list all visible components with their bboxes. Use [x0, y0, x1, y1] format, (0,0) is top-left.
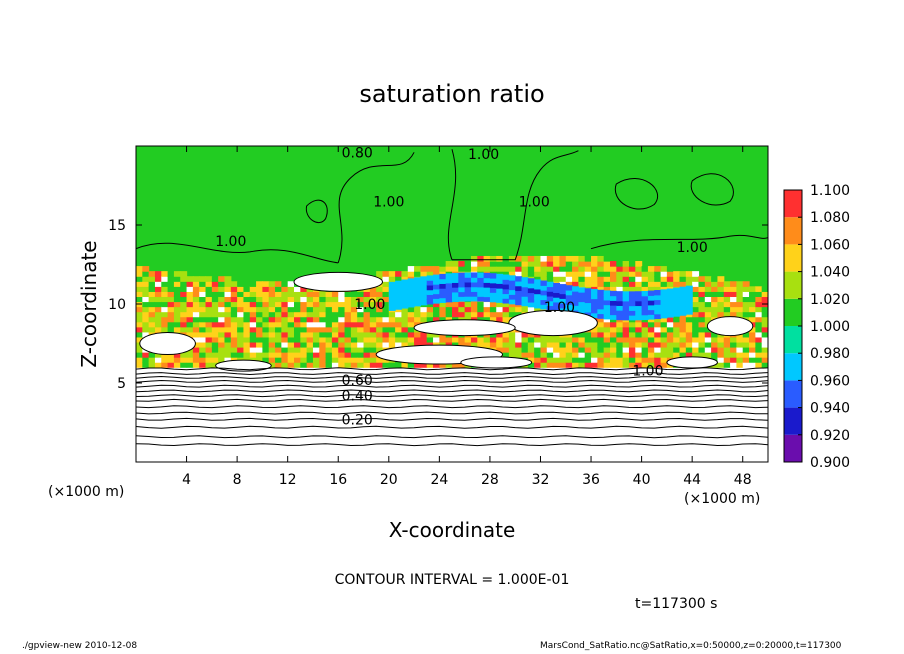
- upper-contours: [136, 149, 768, 264]
- colorbar-label: 1.040: [810, 265, 850, 281]
- colorbar-label: 0.940: [810, 401, 850, 417]
- x-axis-label: X-coordinate: [389, 518, 516, 542]
- contour-label: 0.80: [342, 145, 373, 161]
- colorbar-label: 0.960: [810, 373, 850, 389]
- y-axis-label: Z-coordinate: [77, 240, 101, 367]
- x-tick-label: 20: [380, 472, 398, 488]
- chart-title: saturation ratio: [359, 80, 544, 108]
- x-tick-label: 44: [683, 472, 701, 488]
- footer-left: ./gpview-new 2010-12-08: [22, 641, 138, 651]
- colorbar-label: 1.100: [810, 183, 850, 199]
- colorbar-label: 0.900: [810, 455, 850, 471]
- colorbar-swatch: [784, 244, 802, 272]
- x-tick-label: 16: [329, 472, 347, 488]
- x-tick-label: 36: [582, 472, 600, 488]
- colorbar-swatch: [784, 217, 802, 245]
- contour-label: 0.60: [342, 373, 373, 389]
- x-tick-label: 48: [734, 472, 752, 488]
- contour-label: 0.40: [342, 389, 373, 405]
- colorbar-swatch: [784, 326, 802, 354]
- contour-label: 1.00: [632, 363, 663, 379]
- colorbar-label: 1.080: [810, 210, 850, 226]
- contour-lines: [136, 367, 768, 447]
- lower-layer: [136, 367, 768, 462]
- y-tick-label: 10: [108, 297, 126, 313]
- contour-label: 0.20: [342, 412, 373, 428]
- time-label: t=117300 s: [635, 596, 717, 612]
- colorbar-label: 0.980: [810, 346, 850, 362]
- colorbar-swatch: [784, 190, 802, 218]
- contour-label: 1.00: [468, 147, 499, 163]
- colorbar-swatch: [784, 434, 802, 462]
- colorbar-swatch: [784, 407, 802, 435]
- x-tick-label: 40: [633, 472, 651, 488]
- colorbar-swatch: [784, 380, 802, 408]
- x-unit-left: (×1000 m): [48, 484, 124, 500]
- colorbar-label: 1.060: [810, 237, 850, 253]
- dry-layer: [388, 272, 693, 321]
- colorbar-swatch: [784, 298, 802, 326]
- cloud-blobs: [139, 271, 754, 372]
- y-tick-label: 15: [108, 218, 126, 234]
- contour-label: 1.00: [544, 300, 575, 316]
- plot-area: 0.80 1.00 1.00 1.00 1.00 1.00 1.00 1.00 1.00 0.60…: [136, 145, 768, 462]
- contour-labels: 0.80 1.00 1.00 1.00 1.00 1.00 1.00 1.00 1.00 0.60…: [215, 145, 708, 428]
- contour-interval: CONTOUR INTERVAL = 1.000E-01: [335, 572, 570, 588]
- x-tick-label: 8: [233, 472, 242, 488]
- x-unit-right: (×1000 m): [684, 491, 760, 507]
- colorbar-swatch: [784, 353, 802, 381]
- x-tick-label: 28: [481, 472, 499, 488]
- x-tick-label: 24: [430, 472, 448, 488]
- contour-label: 1.00: [215, 234, 246, 250]
- colorbar-swatch: [784, 271, 802, 299]
- contour-label: 1.00: [354, 297, 385, 313]
- contour-label: 1.00: [677, 240, 708, 256]
- contour-label: 1.00: [519, 194, 550, 210]
- colorbar: 0.900 0.920 0.940 0.960 0.980 1.000 1.020 1.040…: [783, 183, 850, 471]
- y-tick-label: 5: [117, 376, 126, 392]
- x-tick-label: 12: [279, 472, 297, 488]
- colorbar-label: 1.020: [810, 292, 850, 308]
- x-tick-label: 4: [182, 472, 191, 488]
- footer-right: MarsCond_SatRatio.nc@SatRatio,x=0:50000,…: [540, 641, 842, 651]
- colorbar-label: 0.920: [810, 428, 850, 444]
- colorbar-label: 1.000: [810, 319, 850, 335]
- x-tick-label: 32: [532, 472, 550, 488]
- contour-label: 1.00: [373, 194, 404, 210]
